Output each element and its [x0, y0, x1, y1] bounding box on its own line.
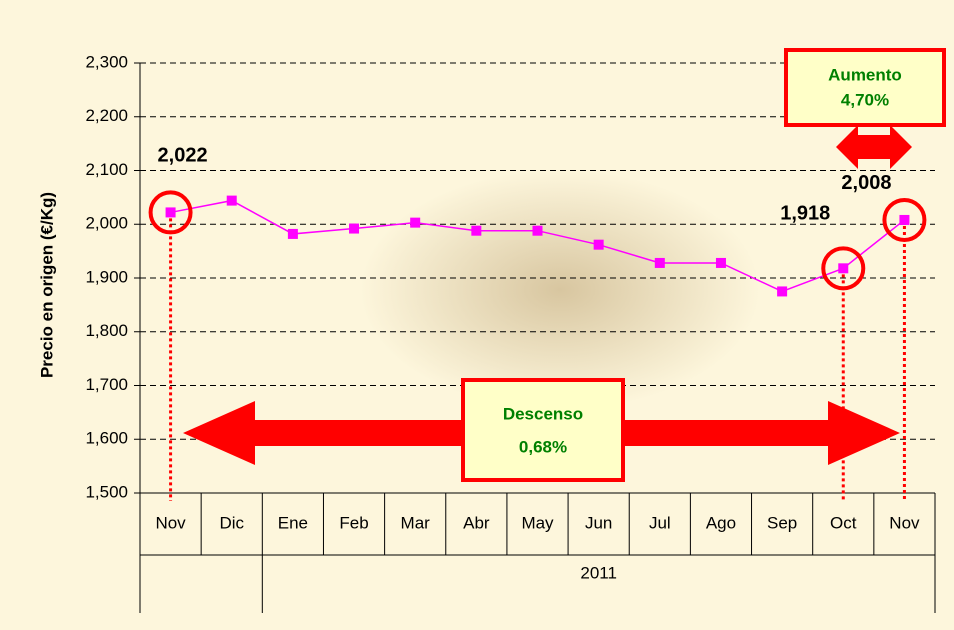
point: [838, 263, 849, 274]
data-label: 2,008: [841, 172, 891, 194]
data-label: 1,918: [780, 203, 830, 225]
category-group-label: 2011: [580, 563, 617, 582]
annotation-title: Aumento: [828, 66, 902, 85]
annotation-box: [461, 378, 625, 482]
x-tick-label: Abr: [463, 513, 490, 532]
y-tick-label: 1,700: [85, 375, 128, 394]
highlight-circle: [821, 246, 866, 291]
point: [287, 228, 298, 239]
point: [593, 239, 604, 250]
y-tick-label: 2,100: [85, 160, 128, 179]
y-axis-label: Precio en origen (€/Kg): [37, 192, 56, 378]
y-tick-label: 1,600: [85, 429, 128, 448]
point: [349, 223, 360, 234]
data-label: 2,022: [158, 145, 208, 167]
x-tick-label: Jul: [649, 513, 671, 532]
point: [410, 217, 421, 228]
annotation-text: 4,70%: [841, 90, 889, 109]
x-tick-label: Sep: [767, 513, 797, 532]
x-tick-label: Feb: [339, 513, 368, 532]
x-tick-label: Nov: [155, 513, 186, 532]
x-tick-label: Oct: [830, 513, 857, 532]
point: [165, 207, 176, 218]
point: [777, 286, 788, 297]
point: [654, 257, 665, 268]
x-tick-label: Dic: [219, 513, 244, 532]
y-tick-label: 1,800: [85, 321, 128, 340]
x-tick-label: Ene: [278, 513, 308, 532]
x-tick-label: Ago: [706, 513, 736, 532]
y-tick-label: 1,500: [85, 482, 128, 501]
annotation-box: [784, 48, 946, 127]
arrow: [836, 125, 912, 169]
highlight-circle: [882, 197, 927, 242]
y-tick-label: 2,000: [85, 214, 128, 233]
point: [532, 225, 543, 236]
x-tick-label: Nov: [889, 513, 920, 532]
y-tick-label: 1,900: [85, 267, 128, 286]
highlight-circle: [148, 190, 193, 235]
point: [899, 214, 910, 225]
annotation-text: 0,68%: [519, 437, 567, 456]
point: [471, 225, 482, 236]
annotation-title: Descenso: [503, 404, 583, 423]
x-tick-label: May: [521, 513, 554, 532]
x-tick-label: Mar: [401, 513, 431, 532]
glow: [360, 170, 760, 410]
point: [226, 195, 237, 206]
y-tick-label: 2,200: [85, 106, 128, 125]
x-tick-label: Jun: [585, 513, 612, 532]
point: [715, 257, 726, 268]
y-tick-label: 2,300: [85, 52, 128, 71]
